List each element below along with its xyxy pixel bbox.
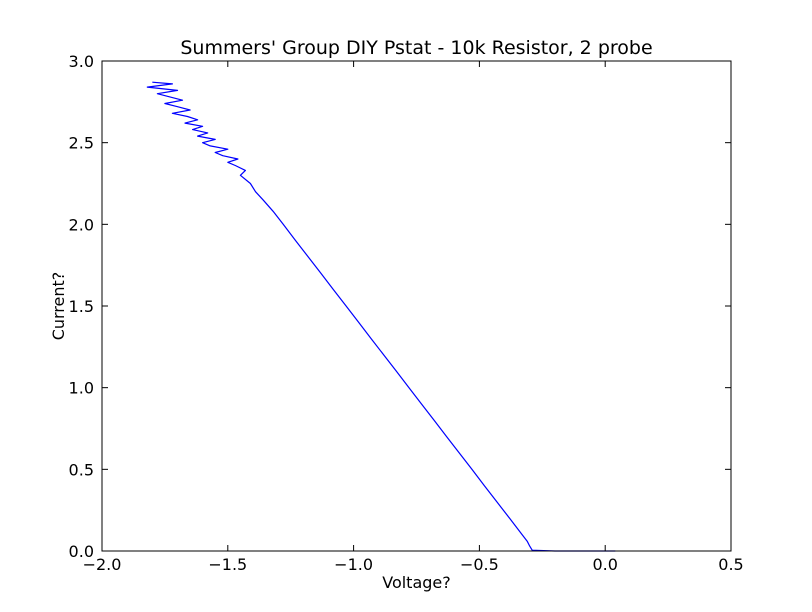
x-tick-label: −0.5 (460, 555, 499, 574)
y-axis-label: Current? (49, 272, 68, 341)
y-tick-label: 3.0 (69, 52, 94, 71)
y-tick-label: 0.5 (69, 460, 94, 479)
x-tick-label: −2.0 (83, 555, 122, 574)
series-line-scan (146, 81, 616, 552)
x-tick-label: −1.0 (334, 555, 373, 574)
y-tick-label: 0.0 (69, 542, 94, 561)
y-tick-label: 2.5 (69, 134, 94, 153)
x-tick-label: 0.0 (592, 555, 617, 574)
axis-ticks: −2.0 −1.5 −1.0 −0.5 0.0 0.5 0.0 0.5 1.0 1.5 2.0 2.5… (69, 52, 744, 574)
y-tick-label: 1.5 (69, 297, 94, 316)
x-axis-label: Voltage? (382, 573, 451, 592)
chart-title: Summers' Group DIY Pstat - 10k Resistor,… (180, 37, 652, 59)
plot-area (146, 81, 616, 552)
y-tick-label: 1.0 (69, 379, 94, 398)
x-tick-label: 0.5 (718, 555, 743, 574)
x-tick-label: −1.5 (208, 555, 247, 574)
y-tick-label: 2.0 (69, 215, 94, 234)
